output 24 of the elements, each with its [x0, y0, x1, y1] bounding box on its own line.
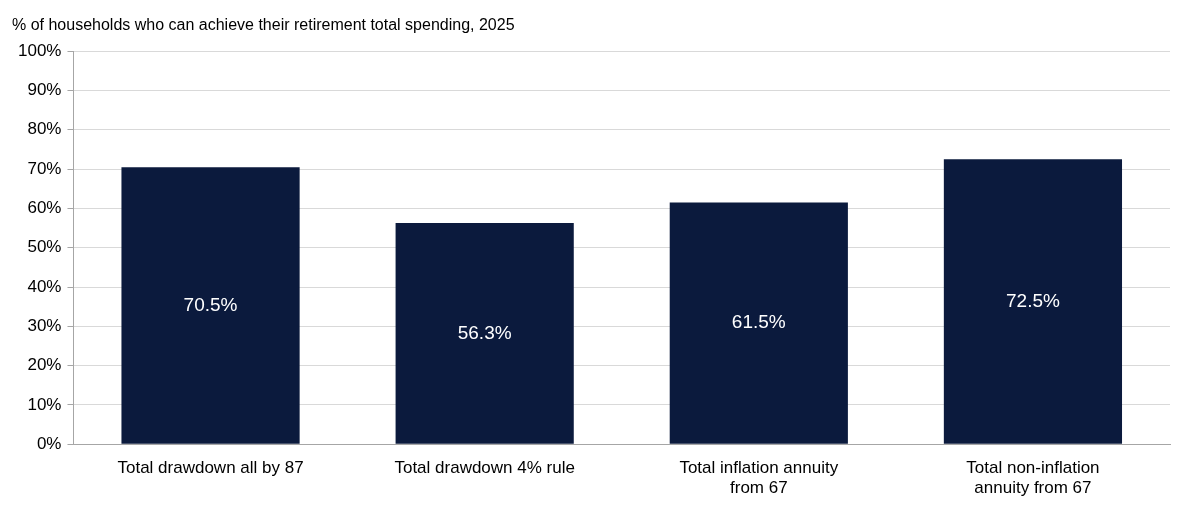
y-tick-label: 60%: [27, 198, 62, 218]
y-tick-label: 30%: [27, 315, 62, 335]
x-tick-label: Total non-inflation annuity from 67: [966, 458, 1100, 498]
bar: [943, 159, 1123, 444]
y-tick-label: 40%: [27, 276, 62, 296]
data-label: 61.5%: [731, 311, 786, 333]
y-tick-label: 80%: [27, 119, 62, 139]
x-tick-label: Total inflation annuity from 67: [679, 458, 839, 498]
y-tick-label: 50%: [27, 237, 62, 257]
x-tick-label: Total drawdown 4% rule: [394, 458, 575, 478]
x-tick-label: Total drawdown all by 87: [117, 458, 304, 478]
y-tick-label: 0%: [36, 433, 62, 453]
bar: [121, 167, 300, 444]
y-tick-label: 70%: [27, 158, 62, 178]
data-label: 56.3%: [457, 321, 512, 343]
y-tick-label: 20%: [27, 355, 62, 375]
data-label: 72.5%: [1006, 289, 1060, 311]
data-label: 70.5%: [183, 293, 238, 315]
chart-title: % of households who can achieve their retirement total spending, 2025: [12, 16, 515, 34]
y-tick-label: 100%: [18, 40, 62, 60]
y-tick-label: 90%: [27, 80, 62, 100]
y-tick-label: 10%: [27, 394, 62, 414]
bar: [395, 222, 574, 444]
bar: [669, 202, 848, 444]
